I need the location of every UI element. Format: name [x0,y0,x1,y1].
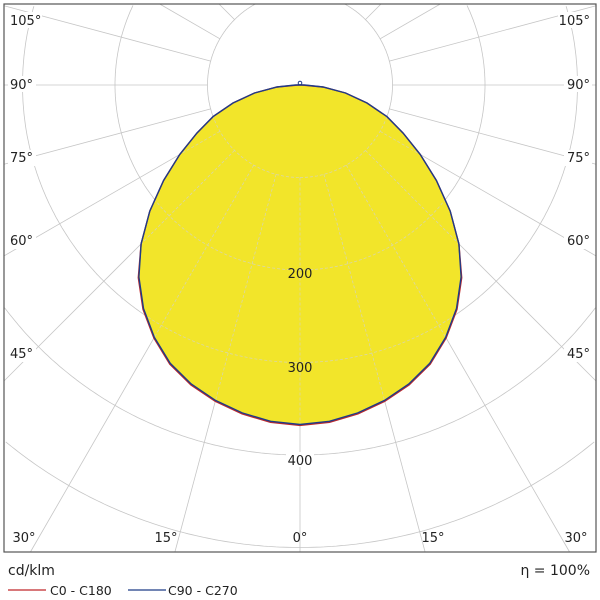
grid-spoke [159,3,221,40]
grid-spoke [3,108,211,165]
efficiency-label: η = 100% [520,563,590,579]
angle-label: 105° [559,14,590,29]
grid-spoke [379,3,441,40]
legend-label: C90 - C270 [168,583,238,598]
grid-ring [138,85,462,363]
grid-spoke [379,130,462,257]
unit-label: cd/klm [8,563,55,579]
angle-label: 75° [10,151,33,166]
angle-label: 105° [10,14,41,29]
radial-tick-label: 200 [288,267,313,282]
angle-labels-bottom: 30° 15° 0° 15° 30° [12,531,587,546]
angle-label: 90° [567,78,590,93]
angle-label: 15° [421,531,444,546]
angle-label: 30° [12,531,35,546]
chart-frame [3,3,597,553]
angle-labels-right: 105° 90° 75° 60° 45° [558,12,592,362]
grid-spoke [323,174,426,426]
angle-label: 15° [154,531,177,546]
grid-spoke [365,3,382,20]
angle-label: 30° [564,531,587,546]
radial-tick-label: 400 [288,454,313,469]
grid-ring [5,441,595,548]
curve-end-marker [297,80,303,86]
legend: C0 - C180 C90 - C270 [8,583,238,598]
angle-label: 0° [293,531,308,546]
angle-label: 60° [10,234,33,249]
grid-spoke [218,3,235,20]
angle-label: 75° [567,151,590,166]
series-curve-c90-c270 [138,84,462,426]
grid-ring [4,307,596,456]
angle-labels-left: 105° 90° 75° 60° 45° [8,12,42,362]
grid-spoke [138,130,221,257]
angle-label: 60° [567,234,590,249]
angle-label: 45° [567,347,590,362]
angle-label: 90° [10,78,33,93]
grid-spoke [389,108,597,165]
legend-label: C0 - C180 [50,583,112,598]
angle-label: 45° [10,347,33,362]
radial-tick-label: 300 [288,361,313,376]
grid-spoke [174,174,277,426]
series-curves [137,80,463,427]
